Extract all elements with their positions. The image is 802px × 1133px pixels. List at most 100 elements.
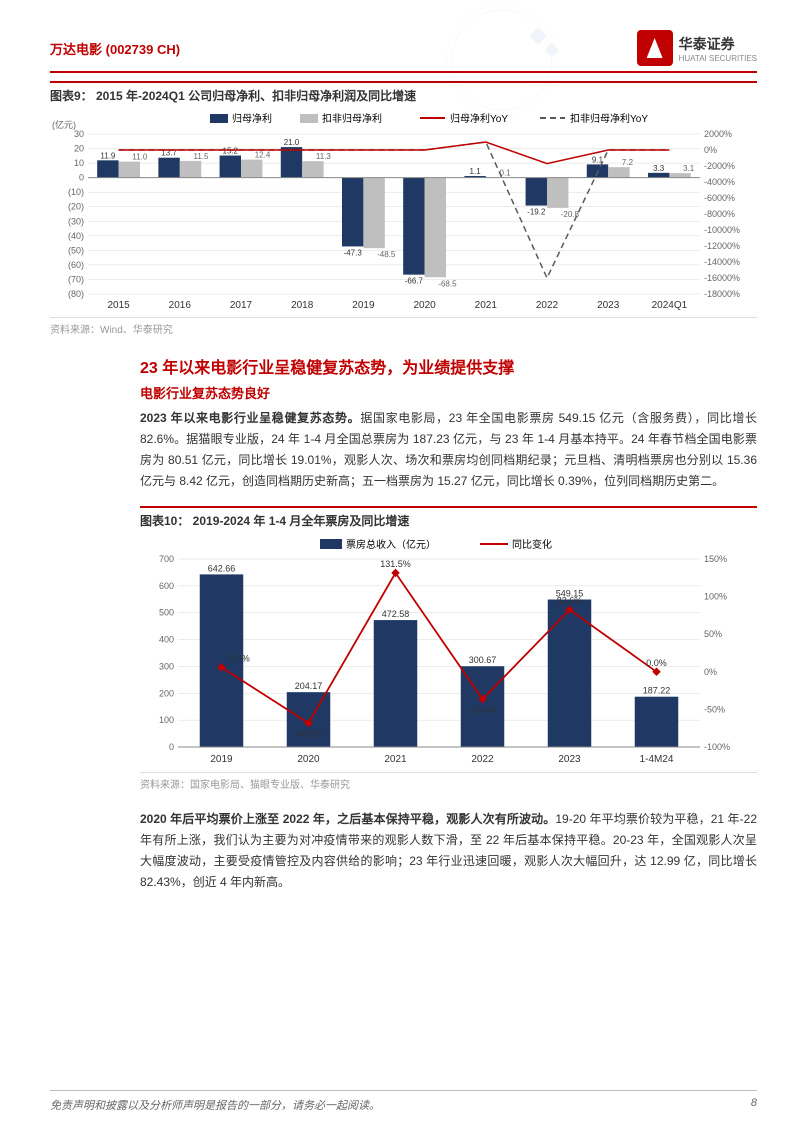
svg-text:11.5: 11.5 xyxy=(194,152,210,161)
svg-text:归母净利YoY: 归母净利YoY xyxy=(450,112,508,125)
svg-text:-10000%: -10000% xyxy=(704,225,740,235)
chart9-container: 归母净利扣非归母净利归母净利YoY扣非归母净利YoY(亿元)3020100(10… xyxy=(50,112,757,312)
svg-text:2022: 2022 xyxy=(471,754,494,765)
svg-text:-8000%: -8000% xyxy=(704,209,735,219)
svg-text:-2000%: -2000% xyxy=(704,161,735,171)
svg-text:300.67: 300.67 xyxy=(469,655,497,665)
brand-name: 华泰证券 xyxy=(679,34,757,54)
chart10-source: 资料来源：国家电影局、猫眼专业版、华泰研究 xyxy=(140,772,757,791)
svg-text:2021: 2021 xyxy=(475,300,498,311)
svg-text:(50): (50) xyxy=(68,245,84,255)
section1-paragraph: 2023 年以来电影行业呈稳健复苏态势。据国家电影局，23 年全国电影票房 54… xyxy=(140,408,757,492)
svg-text:-19.2: -19.2 xyxy=(527,208,546,217)
svg-text:票房总收入（亿元）: 票房总收入（亿元） xyxy=(346,538,436,551)
svg-text:11.3: 11.3 xyxy=(316,152,332,161)
huatai-logo-icon xyxy=(637,30,673,66)
footer-page-number: 8 xyxy=(751,1097,757,1113)
svg-text:(60): (60) xyxy=(68,260,84,270)
svg-text:2016: 2016 xyxy=(169,300,192,311)
svg-text:20: 20 xyxy=(74,144,84,154)
svg-text:100: 100 xyxy=(159,715,174,725)
svg-text:扣非归母净利: 扣非归母净利 xyxy=(322,112,382,125)
chart10-svg: 票房总收入（亿元）同比变化7006005004003002001000150%1… xyxy=(140,537,750,767)
svg-text:-48.5: -48.5 xyxy=(377,250,396,259)
svg-text:2019: 2019 xyxy=(210,754,233,765)
svg-text:7.2: 7.2 xyxy=(622,158,634,167)
svg-text:-4000%: -4000% xyxy=(704,177,735,187)
svg-text:-16000%: -16000% xyxy=(704,273,740,283)
svg-text:2021: 2021 xyxy=(384,754,407,765)
svg-text:-68.5: -68.5 xyxy=(438,279,457,288)
page-header: 万达电影 (002739 CH) 华泰证券 HUATAI SECURITIES xyxy=(50,30,757,73)
svg-text:2017: 2017 xyxy=(230,300,253,311)
svg-text:0%: 0% xyxy=(704,145,717,155)
svg-text:-12000%: -12000% xyxy=(704,241,740,251)
brand-block: 华泰证券 HUATAI SECURITIES xyxy=(637,30,757,66)
svg-text:2020: 2020 xyxy=(413,300,436,311)
svg-text:642.66: 642.66 xyxy=(208,563,236,573)
chart10-title: 图表10： 2019-2024 年 1-4 月全年票房及同比增速 xyxy=(140,506,757,529)
svg-text:2015: 2015 xyxy=(107,300,130,311)
svg-text:131.5%: 131.5% xyxy=(380,559,411,569)
section1-title: 23 年以来电影行业呈稳健复苏态势，为业绩提供支撑 xyxy=(140,354,757,378)
svg-text:1.1: 1.1 xyxy=(470,167,482,176)
svg-text:187.22: 187.22 xyxy=(643,686,671,696)
svg-text:50%: 50% xyxy=(704,629,722,639)
page-footer: 免责声明和披露以及分析师声明是报告的一部分，请务必一起阅读。 8 xyxy=(50,1090,757,1113)
svg-text:0: 0 xyxy=(79,173,84,183)
chart9-source: 资料来源：Wind、华泰研究 xyxy=(50,317,757,336)
section2-paragraph: 2020 年后平均票价上涨至 2022 年，之后基本保持平稳，观影人次有所波动。… xyxy=(140,809,757,893)
svg-text:204.17: 204.17 xyxy=(295,681,323,691)
svg-text:(亿元): (亿元) xyxy=(52,119,76,130)
svg-text:(70): (70) xyxy=(68,274,84,284)
svg-text:2024Q1: 2024Q1 xyxy=(652,300,688,311)
svg-text:2019: 2019 xyxy=(352,300,375,311)
svg-text:150%: 150% xyxy=(704,554,727,564)
svg-text:10: 10 xyxy=(74,158,84,168)
svg-text:700: 700 xyxy=(159,554,174,564)
svg-text:(40): (40) xyxy=(68,231,84,241)
svg-text:0: 0 xyxy=(169,742,174,752)
svg-text:11.9: 11.9 xyxy=(100,151,116,160)
svg-text:12.4: 12.4 xyxy=(255,151,271,160)
svg-text:2022: 2022 xyxy=(536,300,559,311)
svg-text:-47.3: -47.3 xyxy=(344,248,363,257)
svg-text:(20): (20) xyxy=(68,202,84,212)
brand-name-en: HUATAI SECURITIES xyxy=(679,54,757,63)
svg-text:15.2: 15.2 xyxy=(223,147,239,156)
svg-text:-18000%: -18000% xyxy=(704,289,740,299)
svg-text:-14000%: -14000% xyxy=(704,257,740,267)
svg-text:2023: 2023 xyxy=(558,754,581,765)
svg-text:21.0: 21.0 xyxy=(284,138,300,147)
svg-text:500: 500 xyxy=(159,608,174,618)
svg-text:3.1: 3.1 xyxy=(683,164,695,173)
svg-text:-36.4%: -36.4% xyxy=(468,705,497,715)
svg-text:5.9%: 5.9% xyxy=(229,653,250,663)
chart9-title: 图表9： 2015 年-2024Q1 公司归母净利、扣非归母净利润及同比增速 xyxy=(50,81,757,104)
svg-text:-50%: -50% xyxy=(704,704,725,714)
svg-text:-100%: -100% xyxy=(704,742,730,752)
svg-text:同比变化: 同比变化 xyxy=(512,538,552,551)
svg-text:2020: 2020 xyxy=(297,754,320,765)
svg-text:472.58: 472.58 xyxy=(382,609,410,619)
svg-text:归母净利: 归母净利 xyxy=(232,112,272,125)
svg-text:2018: 2018 xyxy=(291,300,314,311)
svg-text:0.0%: 0.0% xyxy=(646,658,667,668)
svg-text:2023: 2023 xyxy=(597,300,620,311)
svg-text:11.0: 11.0 xyxy=(132,153,148,162)
svg-text:0%: 0% xyxy=(704,667,717,677)
svg-text:(30): (30) xyxy=(68,216,84,226)
svg-text:1-4M24: 1-4M24 xyxy=(640,754,674,765)
svg-text:扣非归母净利YoY: 扣非归母净利YoY xyxy=(570,112,648,125)
company-ticker: 万达电影 (002739 CH) xyxy=(50,39,180,58)
svg-text:-6000%: -6000% xyxy=(704,193,735,203)
chart10-container: 票房总收入（亿元）同比变化7006005004003002001000150%1… xyxy=(140,537,757,767)
section1-subtitle: 电影行业复苏态势良好 xyxy=(140,383,757,402)
svg-text:200: 200 xyxy=(159,688,174,698)
chart9-svg: 归母净利扣非归母净利归母净利YoY扣非归母净利YoY(亿元)3020100(10… xyxy=(50,112,750,312)
svg-text:100%: 100% xyxy=(704,592,727,602)
svg-text:400: 400 xyxy=(159,635,174,645)
svg-text:-68.2%: -68.2% xyxy=(294,729,323,739)
svg-text:600: 600 xyxy=(159,581,174,591)
svg-text:(10): (10) xyxy=(68,187,84,197)
